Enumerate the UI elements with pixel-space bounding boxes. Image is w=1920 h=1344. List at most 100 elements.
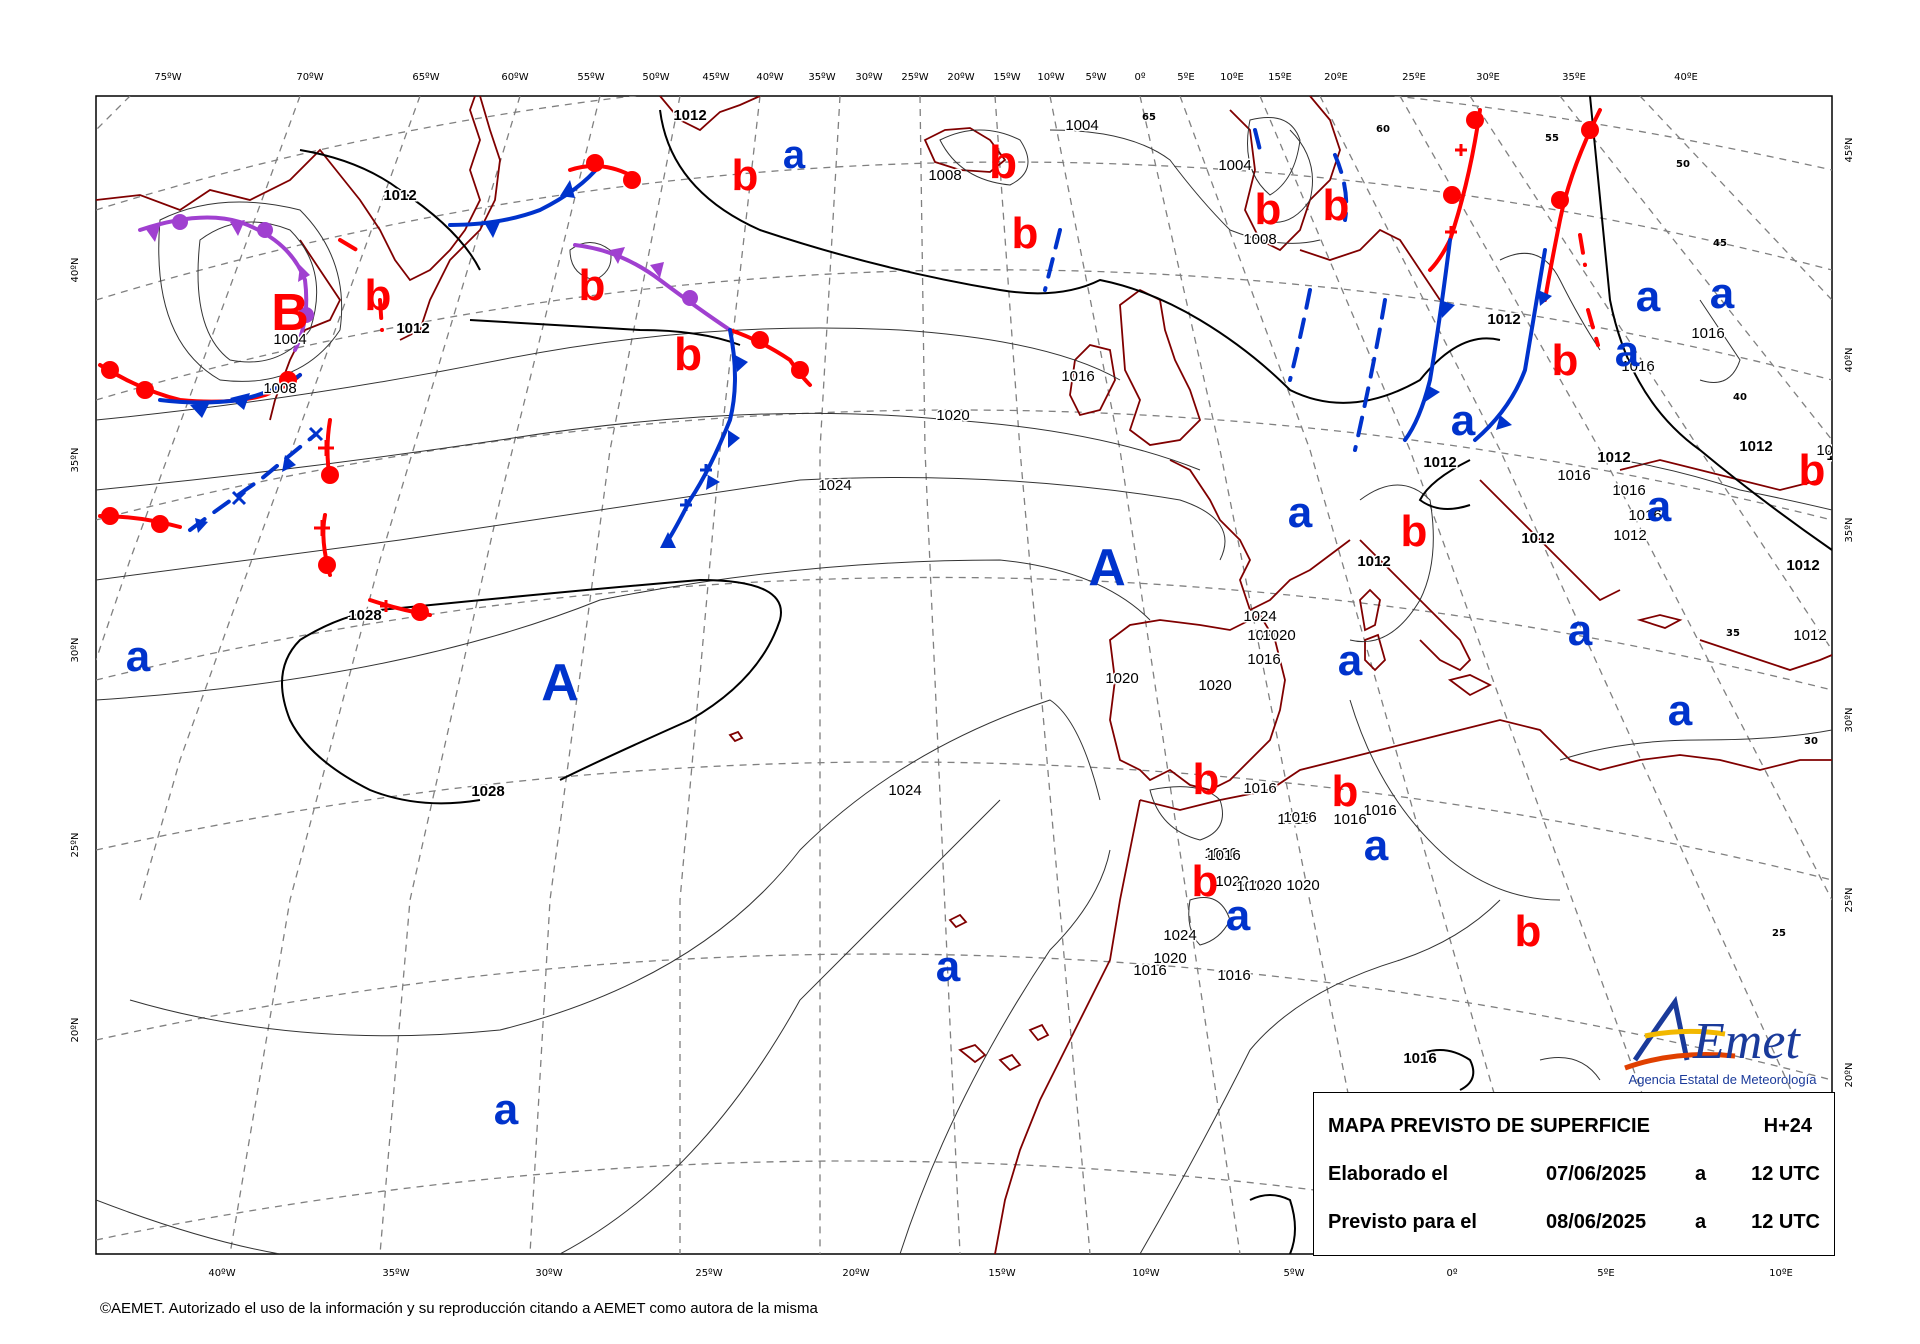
pressure-area-label: b: [1401, 507, 1428, 556]
inner-latitude-label: 35: [1726, 628, 1740, 639]
info-made-row: Elaborado el 07/06/2025 a 12 UTC: [1328, 1163, 1820, 1193]
logo-subtitle: Agencia Estatal de Meteorología: [1628, 1072, 1817, 1087]
forecast-step: H+24: [1763, 1115, 1812, 1137]
meridian-line: [1399, 96, 1832, 901]
cold-front-tooth: [485, 222, 500, 238]
isobar-line: [1049, 129, 1321, 244]
pressure-area-label: a: [494, 1085, 519, 1134]
occluded-front-bump: [298, 307, 314, 323]
warm-front: [1543, 108, 1602, 302]
coast-nova-scotia: [269, 239, 342, 421]
latitude-tick-label: 40ºN: [1844, 348, 1855, 373]
coast-canaries: [958, 1023, 1050, 1072]
parallel-line: [96, 953, 1832, 1081]
longitude-tick-label: 15ºE: [1268, 72, 1292, 83]
meridian-line: [1049, 96, 1241, 1254]
isobar-label: 1016: [1403, 1050, 1436, 1067]
pressure-area-label: a: [1568, 606, 1593, 655]
longitude-tick-label: 5ºE: [1177, 72, 1194, 83]
longitude-tick-label: 50ºW: [642, 72, 669, 83]
pressure-area-label: b: [1552, 336, 1579, 385]
pressure-area-label: b: [674, 328, 702, 380]
warm-front-bump: [1443, 186, 1461, 204]
longitude-tick-label: 5ºE: [1597, 1268, 1614, 1279]
meridian-line: [529, 96, 681, 1254]
latitude-tick-label: 45ºN: [1844, 138, 1855, 163]
isobar-label: 1012: [1826, 447, 1859, 464]
latitude-tick-label: 25ºN: [1844, 888, 1855, 913]
made-time: 12 UTC: [1751, 1163, 1820, 1185]
pressure-area-label: b: [732, 151, 759, 200]
pressure-area-label: b: [1799, 446, 1826, 495]
warm-front-bump: [101, 361, 119, 379]
pressure-area-label: b: [365, 271, 392, 320]
meridian-line: [229, 96, 521, 1254]
longitude-tick-label: 75ºW: [154, 72, 181, 83]
isobar-line: [96, 1199, 281, 1254]
aemet-logo: Emet Agencia Estatal de Meteorología: [1615, 990, 1830, 1090]
coast-balkans: [1479, 479, 1621, 602]
cold-front-tooth: [728, 430, 740, 448]
pressure-area-label: a: [1364, 821, 1389, 870]
meridian-line: [1319, 96, 1832, 1181]
copyright-notice: ©AEMET. Autorizado el uso de la informac…: [100, 1300, 818, 1317]
meridian-line: [96, 96, 131, 131]
cross-mark: [318, 440, 334, 456]
longitude-tick-label: 5ºW: [1086, 72, 1107, 83]
made-date: 07/06/2025: [1546, 1163, 1647, 1185]
right-latitude-ticks: 45ºN 40ºN 35ºN 30ºN 25ºN 20ºN: [1844, 138, 1855, 1088]
longitude-tick-label: 25ºW: [901, 72, 928, 83]
isobar-line-bold: [379, 578, 782, 781]
pressure-area-label: a: [1338, 636, 1363, 685]
isobar-line: [1139, 899, 1501, 1254]
cold-front-symbols: [190, 180, 1552, 548]
isobar-line-bold: [299, 149, 481, 271]
cold-front-tooth: [282, 455, 296, 472]
isobar-label: 1004: [273, 331, 306, 348]
warm-front-bump: [1466, 111, 1484, 129]
isobar-label: 1016: [1333, 811, 1366, 828]
pressure-area-label: b: [1012, 209, 1039, 258]
pressure-area-label: b: [1255, 185, 1282, 234]
parallel-line: [96, 1160, 1686, 1254]
isobar-labels: 1012100410081012100410081004100810121016…: [262, 106, 1859, 1069]
pressure-area-label: a: [1451, 396, 1476, 445]
pressure-area-label: b: [579, 261, 606, 310]
pressure-area-label: a: [1710, 269, 1735, 318]
cross-mark: [680, 499, 692, 511]
cold-front-tooth: [230, 393, 250, 410]
isobar-line-bold: [1589, 96, 1832, 551]
cross-mark: [380, 600, 392, 612]
instability-marks: [231, 144, 1467, 612]
left-latitude-ticks: 40ºN 35ºN 30ºN 25ºN 20ºN: [70, 258, 81, 1043]
longitude-tick-label: 35ºE: [1562, 72, 1586, 83]
isobar-label: 1012: [1613, 527, 1646, 544]
isobar-label: 1008: [263, 380, 296, 397]
latitude-tick-label: 25ºN: [70, 833, 81, 858]
isobar-label: 1004: [1065, 117, 1098, 134]
cross-mark: [308, 426, 324, 442]
isobar-label: 1016: [1621, 358, 1654, 375]
cold-front-tooth: [706, 475, 720, 490]
warm-front-bump: [623, 171, 641, 189]
isobar-label: 1008: [928, 167, 961, 184]
info-valid-row: Previsto para el 08/06/2025 a 12 UTC: [1328, 1211, 1820, 1241]
coast-europe-west: [1169, 459, 1351, 612]
parallel-line: [96, 269, 1832, 401]
isobar-label: 1020: [1286, 877, 1319, 894]
valid-label: Previsto para el: [1328, 1211, 1477, 1233]
cold-front: [448, 163, 602, 227]
occluded-front-bump: [682, 290, 698, 306]
longitude-tick-label: 15ºW: [993, 72, 1020, 83]
meridian-line: [1139, 96, 1381, 1254]
cross-mark: [231, 490, 247, 506]
meridian-line: [994, 96, 1091, 1254]
warm-front-bump: [1581, 121, 1599, 139]
isobar-label: 1016: [1283, 809, 1316, 826]
isobar-label: 1024: [1243, 608, 1276, 625]
isobar-line: [1349, 699, 1561, 901]
cross-mark: [1445, 226, 1457, 238]
latitude-tick-label: 35ºN: [70, 448, 81, 473]
meridian-line: [819, 96, 841, 1254]
